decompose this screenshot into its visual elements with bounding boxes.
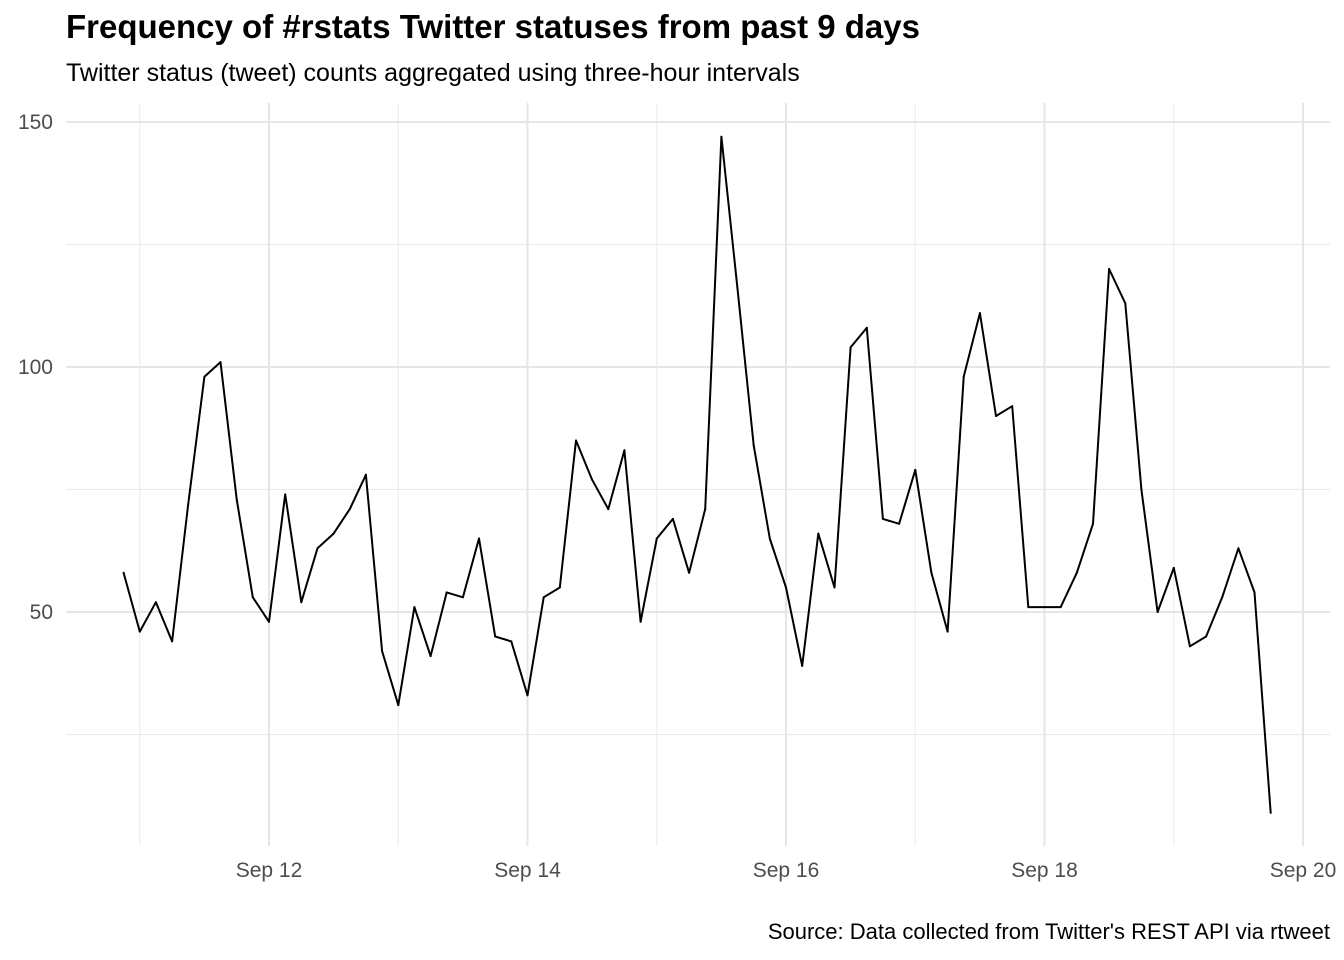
data-point: [429, 655, 432, 658]
data-point: [300, 601, 303, 604]
data-point: [1269, 811, 1272, 814]
data-point: [1172, 566, 1175, 569]
chart-subtitle: Twitter status (tweet) counts aggregated…: [66, 59, 800, 87]
data-point: [995, 415, 997, 417]
data-point: [768, 537, 771, 540]
data-point: [1108, 268, 1111, 270]
data-point: [817, 532, 820, 535]
data-point: [348, 508, 351, 511]
data-point: [752, 444, 755, 447]
data-point: [833, 586, 836, 589]
data-point: [542, 596, 545, 599]
points-layer: [122, 135, 1272, 814]
data-point: [930, 571, 933, 574]
data-point: [946, 630, 949, 633]
x-axis-labels: Sep 12 Sep 14 Sep 16 Sep 18 Sep 20: [236, 859, 1337, 882]
y-tick-label: 50: [30, 601, 53, 624]
data-point: [445, 591, 448, 594]
y-axis-labels: 50 100 150: [18, 111, 53, 624]
data-point: [461, 596, 464, 599]
data-point: [235, 498, 238, 501]
data-point: [914, 468, 917, 471]
x-tick-label: Sep 12: [236, 859, 303, 882]
data-point: [122, 571, 125, 574]
data-point: [1253, 591, 1256, 594]
data-point: [865, 326, 868, 329]
chart-caption: Source: Data collected from Twitter's RE…: [767, 919, 1330, 944]
data-point: [332, 532, 335, 535]
data-point: [251, 596, 254, 599]
data-point: [268, 620, 270, 623]
chart-title: Frequency of #rstats Twitter statuses fr…: [66, 8, 920, 45]
major-gridlines: [66, 103, 1330, 846]
data-point: [671, 517, 674, 520]
y-tick-label: 100: [18, 356, 53, 379]
x-tick-label: Sep 14: [494, 859, 561, 882]
data-point: [364, 473, 367, 476]
data-point: [591, 478, 594, 481]
data-point: [639, 620, 642, 623]
data-point: [154, 601, 157, 604]
data-point: [849, 346, 852, 349]
data-point: [397, 704, 400, 707]
series-layer: [122, 135, 1272, 813]
data-point: [1156, 611, 1159, 613]
data-point: [284, 493, 287, 496]
x-tick-label: Sep 20: [1270, 859, 1337, 882]
data-point: [1237, 547, 1240, 550]
data-point: [720, 135, 723, 138]
data-point: [1027, 606, 1030, 609]
data-point: [219, 361, 222, 364]
data-point: [1221, 596, 1224, 599]
data-point: [1011, 405, 1014, 408]
data-point: [510, 640, 513, 643]
data-point: [1140, 488, 1143, 491]
data-point: [655, 537, 658, 540]
data-point: [1124, 302, 1127, 305]
data-point: [898, 522, 901, 525]
data-point: [607, 508, 610, 511]
data-point: [381, 650, 384, 653]
data-point: [494, 635, 497, 638]
data-point: [704, 508, 707, 511]
data-point: [575, 439, 577, 442]
data-point: [623, 449, 626, 452]
data-point: [526, 694, 529, 697]
x-tick-label: Sep 18: [1011, 859, 1078, 882]
data-point: [688, 571, 691, 574]
data-point: [138, 630, 141, 633]
data-point: [1075, 571, 1078, 574]
data-point: [558, 586, 561, 589]
data-point: [736, 287, 739, 290]
data-point: [187, 503, 190, 506]
data-point: [1059, 606, 1062, 609]
data-point: [1092, 522, 1094, 525]
data-point: [1043, 606, 1046, 609]
data-point: [962, 375, 965, 378]
data-point: [316, 547, 319, 550]
data-point: [171, 640, 174, 643]
data-point: [801, 664, 804, 667]
data-point: [1205, 635, 1208, 638]
data-point: [881, 517, 884, 520]
series-line: [122, 135, 1272, 813]
data-point: [413, 606, 416, 609]
x-tick-label: Sep 16: [753, 859, 820, 882]
data-point: [978, 312, 981, 315]
data-point: [785, 586, 787, 589]
data-point: [1188, 645, 1191, 648]
data-point: [478, 537, 480, 540]
data-point: [203, 375, 206, 378]
y-tick-label: 150: [18, 111, 53, 134]
